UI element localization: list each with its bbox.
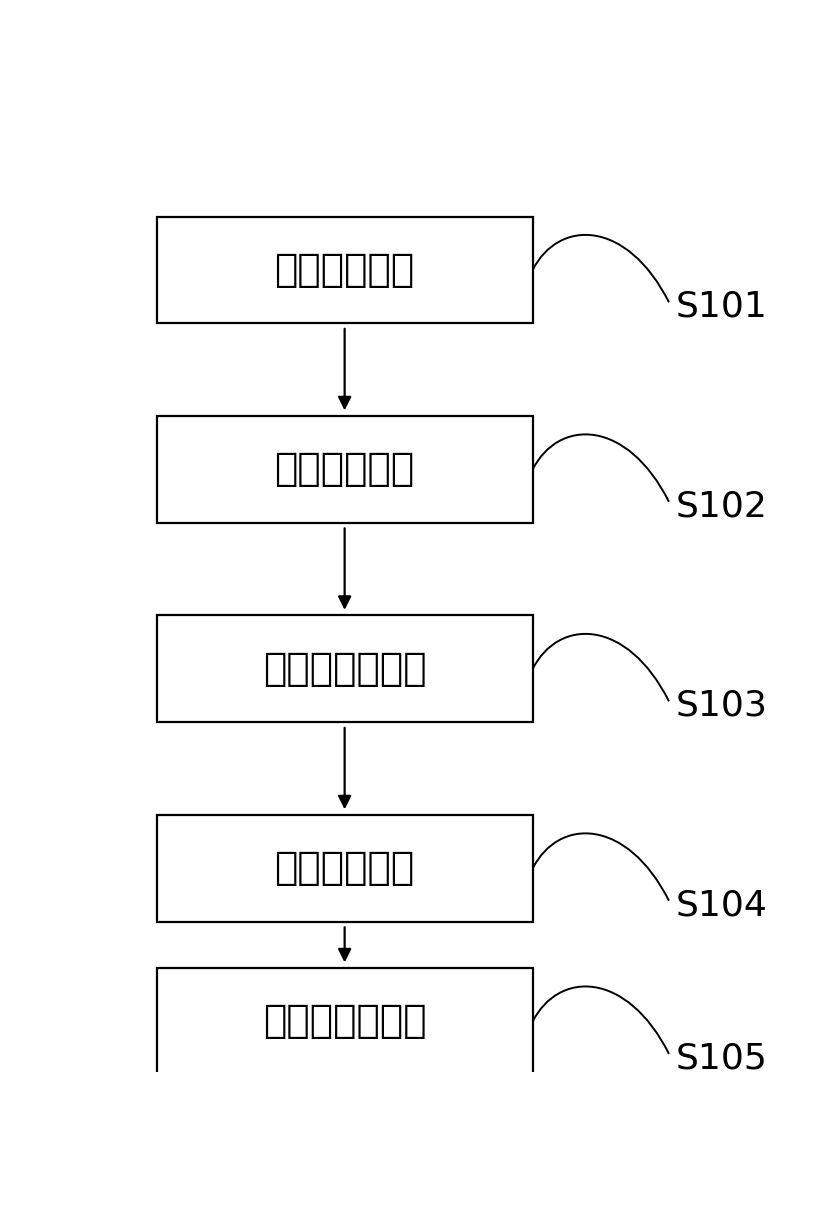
Text: S102: S102 <box>675 489 767 523</box>
Text: S103: S103 <box>675 689 767 723</box>
FancyBboxPatch shape <box>156 217 532 323</box>
Text: S105: S105 <box>675 1041 767 1076</box>
FancyBboxPatch shape <box>156 815 532 922</box>
Text: 数据包转发步骤: 数据包转发步骤 <box>263 1003 426 1040</box>
Text: S101: S101 <box>675 290 767 324</box>
Text: 数据包建立步骤: 数据包建立步骤 <box>263 649 426 688</box>
FancyBboxPatch shape <box>156 416 532 523</box>
Text: 身份认证步骤: 身份认证步骤 <box>274 451 415 488</box>
Text: 地址构建步骤: 地址构建步骤 <box>274 251 415 289</box>
FancyBboxPatch shape <box>156 968 532 1075</box>
FancyBboxPatch shape <box>156 616 532 722</box>
Text: S104: S104 <box>675 888 767 923</box>
Text: 路由匹配步骤: 路由匹配步骤 <box>274 850 415 887</box>
